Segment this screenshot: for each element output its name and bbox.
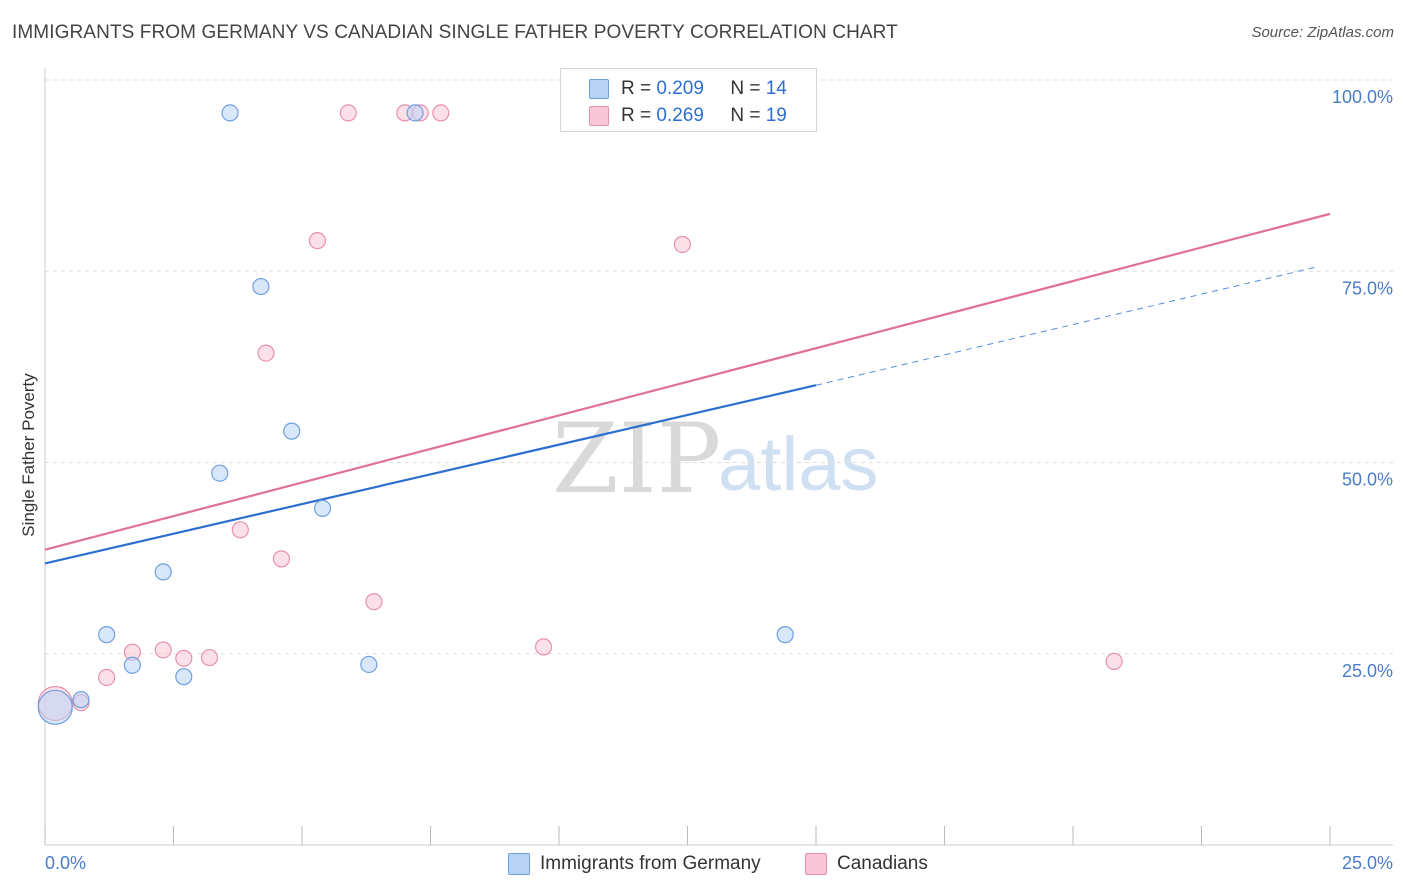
data-points <box>37 104 1123 725</box>
y-tick-label-75: 75.0% <box>1342 278 1393 298</box>
y-axis-label: Single Father Poverty <box>19 373 38 537</box>
trend-line-canadians <box>44 212 1331 551</box>
x-tick-label-max: 25.0% <box>1342 853 1393 873</box>
trend-lines <box>44 212 1331 565</box>
point-canadians-4 <box>154 641 172 659</box>
legend-r-label: R = <box>621 78 652 99</box>
legend-swatch-germany <box>589 79 609 99</box>
point-germany-9 <box>283 422 301 440</box>
point-germany-3 <box>123 656 141 674</box>
point-canadians-2 <box>98 668 116 687</box>
point-germany-7 <box>221 104 239 122</box>
point-canadians-11 <box>339 104 357 122</box>
bottom-legend-label-canadians: Canadians <box>837 853 928 874</box>
point-germany-2 <box>98 626 116 644</box>
point-germany-6 <box>211 464 229 482</box>
legend-n-value: 14 <box>765 78 787 99</box>
point-germany-10 <box>313 499 332 517</box>
point-germany-1 <box>72 691 90 709</box>
point-germany-4 <box>154 563 172 581</box>
point-canadians-10 <box>308 232 327 250</box>
bottom-legend-swatch-germany <box>508 853 530 875</box>
point-canadians-8 <box>257 344 275 362</box>
chart-title: IMMIGRANTS FROM GERMANY VS CANADIAN SING… <box>12 22 898 43</box>
legend-n-label: N = <box>730 78 761 99</box>
point-germany-5 <box>175 668 193 686</box>
point-germany-8 <box>252 277 270 296</box>
point-canadians-16 <box>534 638 553 656</box>
trend-line-germany <box>44 384 817 565</box>
point-canadians-15 <box>432 104 450 122</box>
tick-labels: 25.0% 50.0% 75.0% 100.0% 0.0% 25.0% <box>45 87 1393 873</box>
legend-swatch-canadians <box>589 106 609 126</box>
y-tick-label-100: 100.0% <box>1332 87 1393 107</box>
source-credit: Source: ZipAtlas.com <box>1251 24 1394 41</box>
legend-text-canadians: R = 0.269 N = 19 <box>621 105 787 127</box>
watermark: ZIP atlas <box>552 403 879 515</box>
point-canadians-6 <box>200 648 219 667</box>
legend-r-value: 0.209 <box>656 78 704 99</box>
point-canadians-17 <box>673 235 691 254</box>
legend-n-value: 19 <box>765 105 787 126</box>
legend-n-label: N = <box>730 105 761 126</box>
watermark-atlas: atlas <box>718 422 879 507</box>
correlation-legend: R = 0.209 N = 14 R = 0.269 N = 19 <box>560 68 817 132</box>
point-canadians-7 <box>231 521 249 539</box>
bottom-legend-swatch-canadians <box>805 853 827 875</box>
legend-text-germany: R = 0.209 N = 14 <box>621 78 787 100</box>
legend-r-value: 0.269 <box>656 105 704 126</box>
point-germany-11 <box>360 655 378 674</box>
y-tick-label-50: 50.0% <box>1342 470 1393 490</box>
legend-r-label: R = <box>621 105 652 126</box>
y-tick-label-25: 25.0% <box>1342 661 1393 681</box>
point-germany-13 <box>776 626 794 644</box>
x-tick-label-min: 0.0% <box>45 853 86 873</box>
point-germany-0 <box>37 689 73 725</box>
watermark-zip: ZIP <box>552 403 721 515</box>
point-canadians-5 <box>175 649 193 667</box>
point-canadians-12 <box>365 593 383 611</box>
bottom-legend-label-germany: Immigrants from Germany <box>540 853 761 874</box>
point-canadians-18 <box>1105 652 1123 671</box>
point-canadians-9 <box>272 550 291 568</box>
gridlines <box>45 79 1393 655</box>
axes <box>44 68 1393 846</box>
point-germany-12 <box>406 104 424 122</box>
trend-line-germany-extension <box>815 266 1315 386</box>
